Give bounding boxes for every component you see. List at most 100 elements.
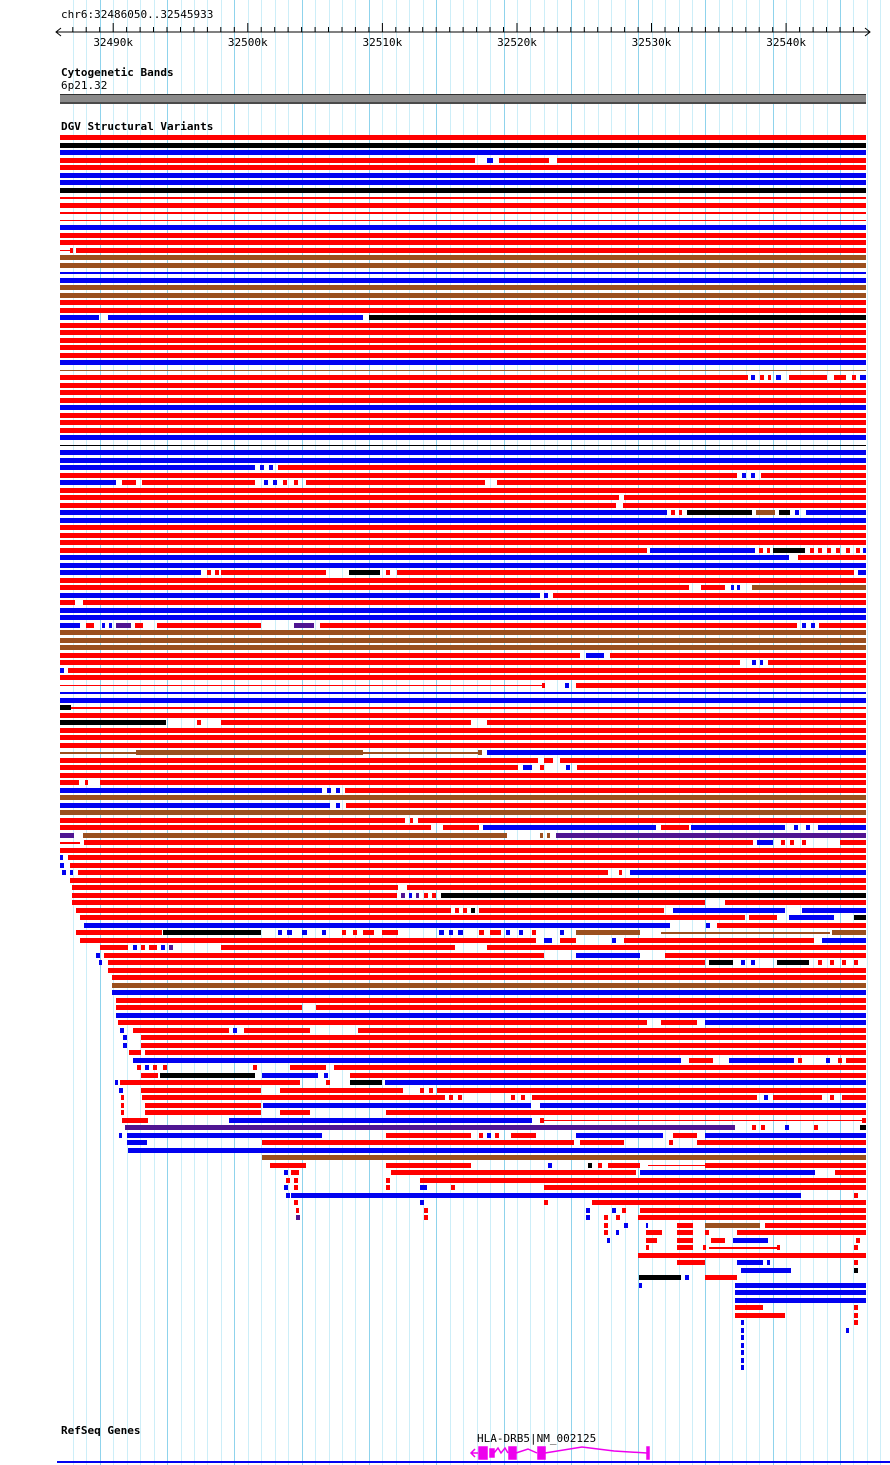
- variant-segment[interactable]: [60, 142, 866, 148]
- variant-segment[interactable]: [80, 915, 746, 920]
- variant-segment[interactable]: [660, 1020, 697, 1025]
- variant-segment[interactable]: [342, 930, 347, 935]
- variant-segment[interactable]: [128, 1050, 141, 1055]
- variant-segment[interactable]: [348, 570, 380, 575]
- variant-segment[interactable]: [801, 907, 866, 913]
- variant-segment[interactable]: [396, 570, 854, 575]
- variant-segment[interactable]: [60, 360, 866, 365]
- variant-segment[interactable]: [495, 1132, 500, 1138]
- variant-segment[interactable]: [60, 825, 431, 830]
- variant-span-line[interactable]: [60, 197, 866, 199]
- variant-segment[interactable]: [112, 982, 866, 988]
- variant-segment[interactable]: [293, 1177, 298, 1183]
- variant-segment[interactable]: [637, 1252, 866, 1258]
- variant-segment[interactable]: [60, 712, 866, 718]
- variant-segment[interactable]: [420, 1185, 427, 1190]
- variant-segment[interactable]: [118, 1020, 647, 1025]
- variant-segment[interactable]: [559, 757, 866, 763]
- variant-segment[interactable]: [487, 750, 866, 755]
- variant-segment[interactable]: [148, 945, 157, 950]
- variant-segment[interactable]: [60, 337, 866, 343]
- variant-segment[interactable]: [76, 930, 163, 935]
- variant-segment[interactable]: [60, 637, 866, 643]
- variant-segment[interactable]: [60, 285, 866, 290]
- variant-segment[interactable]: [116, 997, 866, 1003]
- variant-segment[interactable]: [841, 1095, 866, 1100]
- variant-span-line[interactable]: [60, 249, 70, 251]
- variant-segment[interactable]: [624, 495, 866, 500]
- variant-segment[interactable]: [429, 1087, 434, 1093]
- variant-segment[interactable]: [60, 532, 866, 538]
- variant-segment[interactable]: [704, 1222, 760, 1228]
- variant-segment[interactable]: [650, 547, 755, 553]
- variant-segment[interactable]: [837, 1057, 842, 1063]
- variant-segment[interactable]: [60, 135, 866, 140]
- variant-segment[interactable]: [60, 150, 866, 155]
- variant-segment[interactable]: [60, 465, 256, 470]
- variant-segment[interactable]: [730, 585, 734, 590]
- variant-segment[interactable]: [108, 315, 364, 320]
- variant-segment[interactable]: [708, 960, 733, 965]
- variant-segment[interactable]: [363, 930, 375, 935]
- variant-segment[interactable]: [60, 427, 866, 433]
- variant-span-line[interactable]: [660, 932, 830, 934]
- variant-segment[interactable]: [346, 802, 866, 808]
- variant-segment[interactable]: [60, 547, 647, 553]
- variant-segment[interactable]: [334, 1065, 866, 1070]
- variant-segment[interactable]: [163, 930, 262, 935]
- variant-segment[interactable]: [487, 157, 493, 163]
- variant-segment[interactable]: [417, 817, 866, 823]
- variant-segment[interactable]: [471, 907, 476, 913]
- variant-segment[interactable]: [60, 555, 790, 560]
- variant-segment[interactable]: [724, 900, 866, 905]
- variant-segment[interactable]: [449, 1095, 454, 1100]
- variant-segment[interactable]: [741, 1365, 745, 1370]
- variant-segment[interactable]: [269, 1162, 306, 1168]
- variant-segment[interactable]: [206, 570, 211, 575]
- variant-segment[interactable]: [646, 1222, 649, 1228]
- variant-segment[interactable]: [853, 1312, 858, 1318]
- variant-segment[interactable]: [60, 630, 866, 635]
- variant-segment[interactable]: [60, 390, 866, 395]
- variant-segment[interactable]: [159, 1072, 255, 1078]
- variant-segment[interactable]: [853, 1320, 858, 1325]
- variant-segment[interactable]: [597, 1162, 603, 1168]
- variant-segment[interactable]: [575, 682, 866, 688]
- variant-segment[interactable]: [293, 480, 299, 485]
- variant-segment[interactable]: [60, 165, 866, 170]
- variant-segment[interactable]: [832, 930, 866, 935]
- variant-segment[interactable]: [606, 1237, 610, 1243]
- variant-segment[interactable]: [735, 1305, 763, 1310]
- variant-segment[interactable]: [60, 660, 740, 665]
- variant-segment[interactable]: [352, 930, 357, 935]
- variant-segment[interactable]: [853, 915, 866, 920]
- variant-segment[interactable]: [539, 832, 543, 838]
- variant-segment[interactable]: [60, 405, 866, 410]
- variant-segment[interactable]: [420, 1177, 866, 1183]
- variant-segment[interactable]: [60, 457, 866, 463]
- variant-segment[interactable]: [638, 1282, 642, 1288]
- variant-segment[interactable]: [315, 1005, 866, 1010]
- variant-segment[interactable]: [612, 1207, 617, 1213]
- variant-segment[interactable]: [801, 622, 807, 628]
- variant-segment[interactable]: [277, 930, 283, 935]
- variant-segment[interactable]: [390, 1170, 637, 1175]
- variant-segment[interactable]: [127, 1147, 866, 1153]
- variant-segment[interactable]: [69, 862, 866, 868]
- variant-segment[interactable]: [60, 855, 64, 860]
- variant-segment[interactable]: [576, 765, 866, 770]
- variant-segment[interactable]: [621, 1207, 626, 1213]
- cytogenetic-band[interactable]: [60, 94, 866, 104]
- variant-segment[interactable]: [458, 930, 463, 935]
- variant-segment[interactable]: [817, 960, 822, 965]
- variant-segment[interactable]: [761, 1125, 766, 1130]
- variant-segment[interactable]: [818, 547, 823, 553]
- variant-segment[interactable]: [221, 720, 472, 725]
- variant-segment[interactable]: [60, 735, 866, 740]
- variant-segment[interactable]: [263, 1102, 532, 1108]
- variant-segment[interactable]: [197, 720, 201, 725]
- variant-segment[interactable]: [487, 945, 866, 950]
- variant-segment[interactable]: [432, 892, 437, 898]
- variant-segment[interactable]: [757, 840, 774, 845]
- variant-segment[interactable]: [646, 1230, 663, 1235]
